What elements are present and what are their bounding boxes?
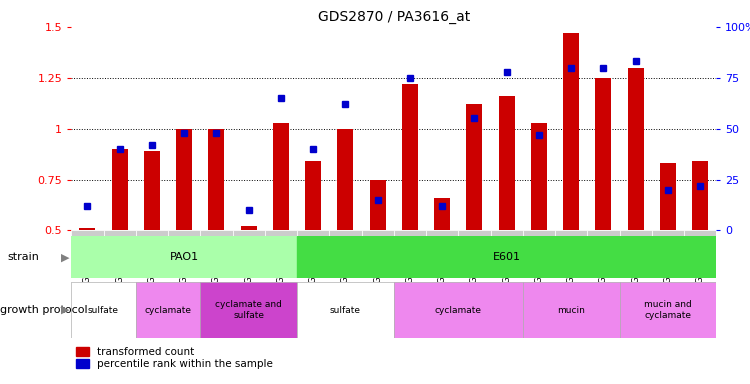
Text: mucin: mucin: [557, 306, 585, 314]
Bar: [200, 282, 297, 338]
Bar: [523, 230, 555, 236]
Bar: [80, 228, 95, 230]
Bar: [297, 236, 716, 278]
Bar: [499, 96, 514, 230]
Bar: [273, 122, 289, 230]
Bar: [652, 230, 684, 236]
Bar: [176, 129, 192, 230]
Bar: [112, 149, 128, 230]
Text: ▶: ▶: [61, 305, 69, 315]
Bar: [620, 282, 716, 338]
Text: E601: E601: [493, 252, 520, 262]
Bar: [402, 84, 418, 230]
Bar: [241, 226, 256, 230]
Text: cyclamate: cyclamate: [435, 306, 482, 314]
Text: cyclamate and
sulfate: cyclamate and sulfate: [215, 300, 282, 320]
Bar: [555, 230, 587, 236]
Bar: [362, 230, 394, 236]
Bar: [265, 230, 297, 236]
Bar: [144, 151, 160, 230]
Bar: [71, 282, 136, 338]
Bar: [200, 230, 232, 236]
Bar: [297, 282, 394, 338]
Bar: [136, 282, 200, 338]
Title: GDS2870 / PA3616_at: GDS2870 / PA3616_at: [318, 10, 470, 25]
Bar: [168, 230, 200, 236]
Text: sulfate: sulfate: [330, 306, 361, 314]
Text: mucin and
cyclamate: mucin and cyclamate: [644, 300, 692, 320]
Bar: [563, 33, 579, 230]
Bar: [628, 68, 644, 230]
Bar: [523, 282, 620, 338]
Bar: [305, 161, 321, 230]
Bar: [104, 230, 136, 236]
Legend: transformed count, percentile rank within the sample: transformed count, percentile rank withi…: [76, 347, 273, 369]
Bar: [531, 122, 547, 230]
Text: sulfate: sulfate: [88, 306, 119, 314]
Bar: [426, 230, 458, 236]
Text: PAO1: PAO1: [170, 252, 199, 262]
Text: growth protocol: growth protocol: [0, 305, 88, 315]
Text: cyclamate: cyclamate: [145, 306, 191, 314]
Bar: [136, 230, 168, 236]
Bar: [370, 180, 386, 230]
Bar: [458, 230, 490, 236]
Bar: [394, 230, 426, 236]
Bar: [596, 78, 611, 230]
Text: ▶: ▶: [61, 252, 69, 262]
Bar: [692, 161, 708, 230]
Bar: [71, 230, 104, 236]
Bar: [434, 198, 450, 230]
Bar: [209, 129, 224, 230]
Bar: [232, 230, 265, 236]
Bar: [71, 236, 297, 278]
Bar: [297, 230, 329, 236]
Bar: [587, 230, 620, 236]
Bar: [684, 230, 716, 236]
Bar: [620, 230, 652, 236]
Bar: [338, 129, 353, 230]
Bar: [466, 104, 482, 230]
Bar: [329, 230, 362, 236]
Bar: [490, 230, 523, 236]
Text: strain: strain: [8, 252, 39, 262]
Bar: [394, 282, 523, 338]
Bar: [660, 163, 676, 230]
